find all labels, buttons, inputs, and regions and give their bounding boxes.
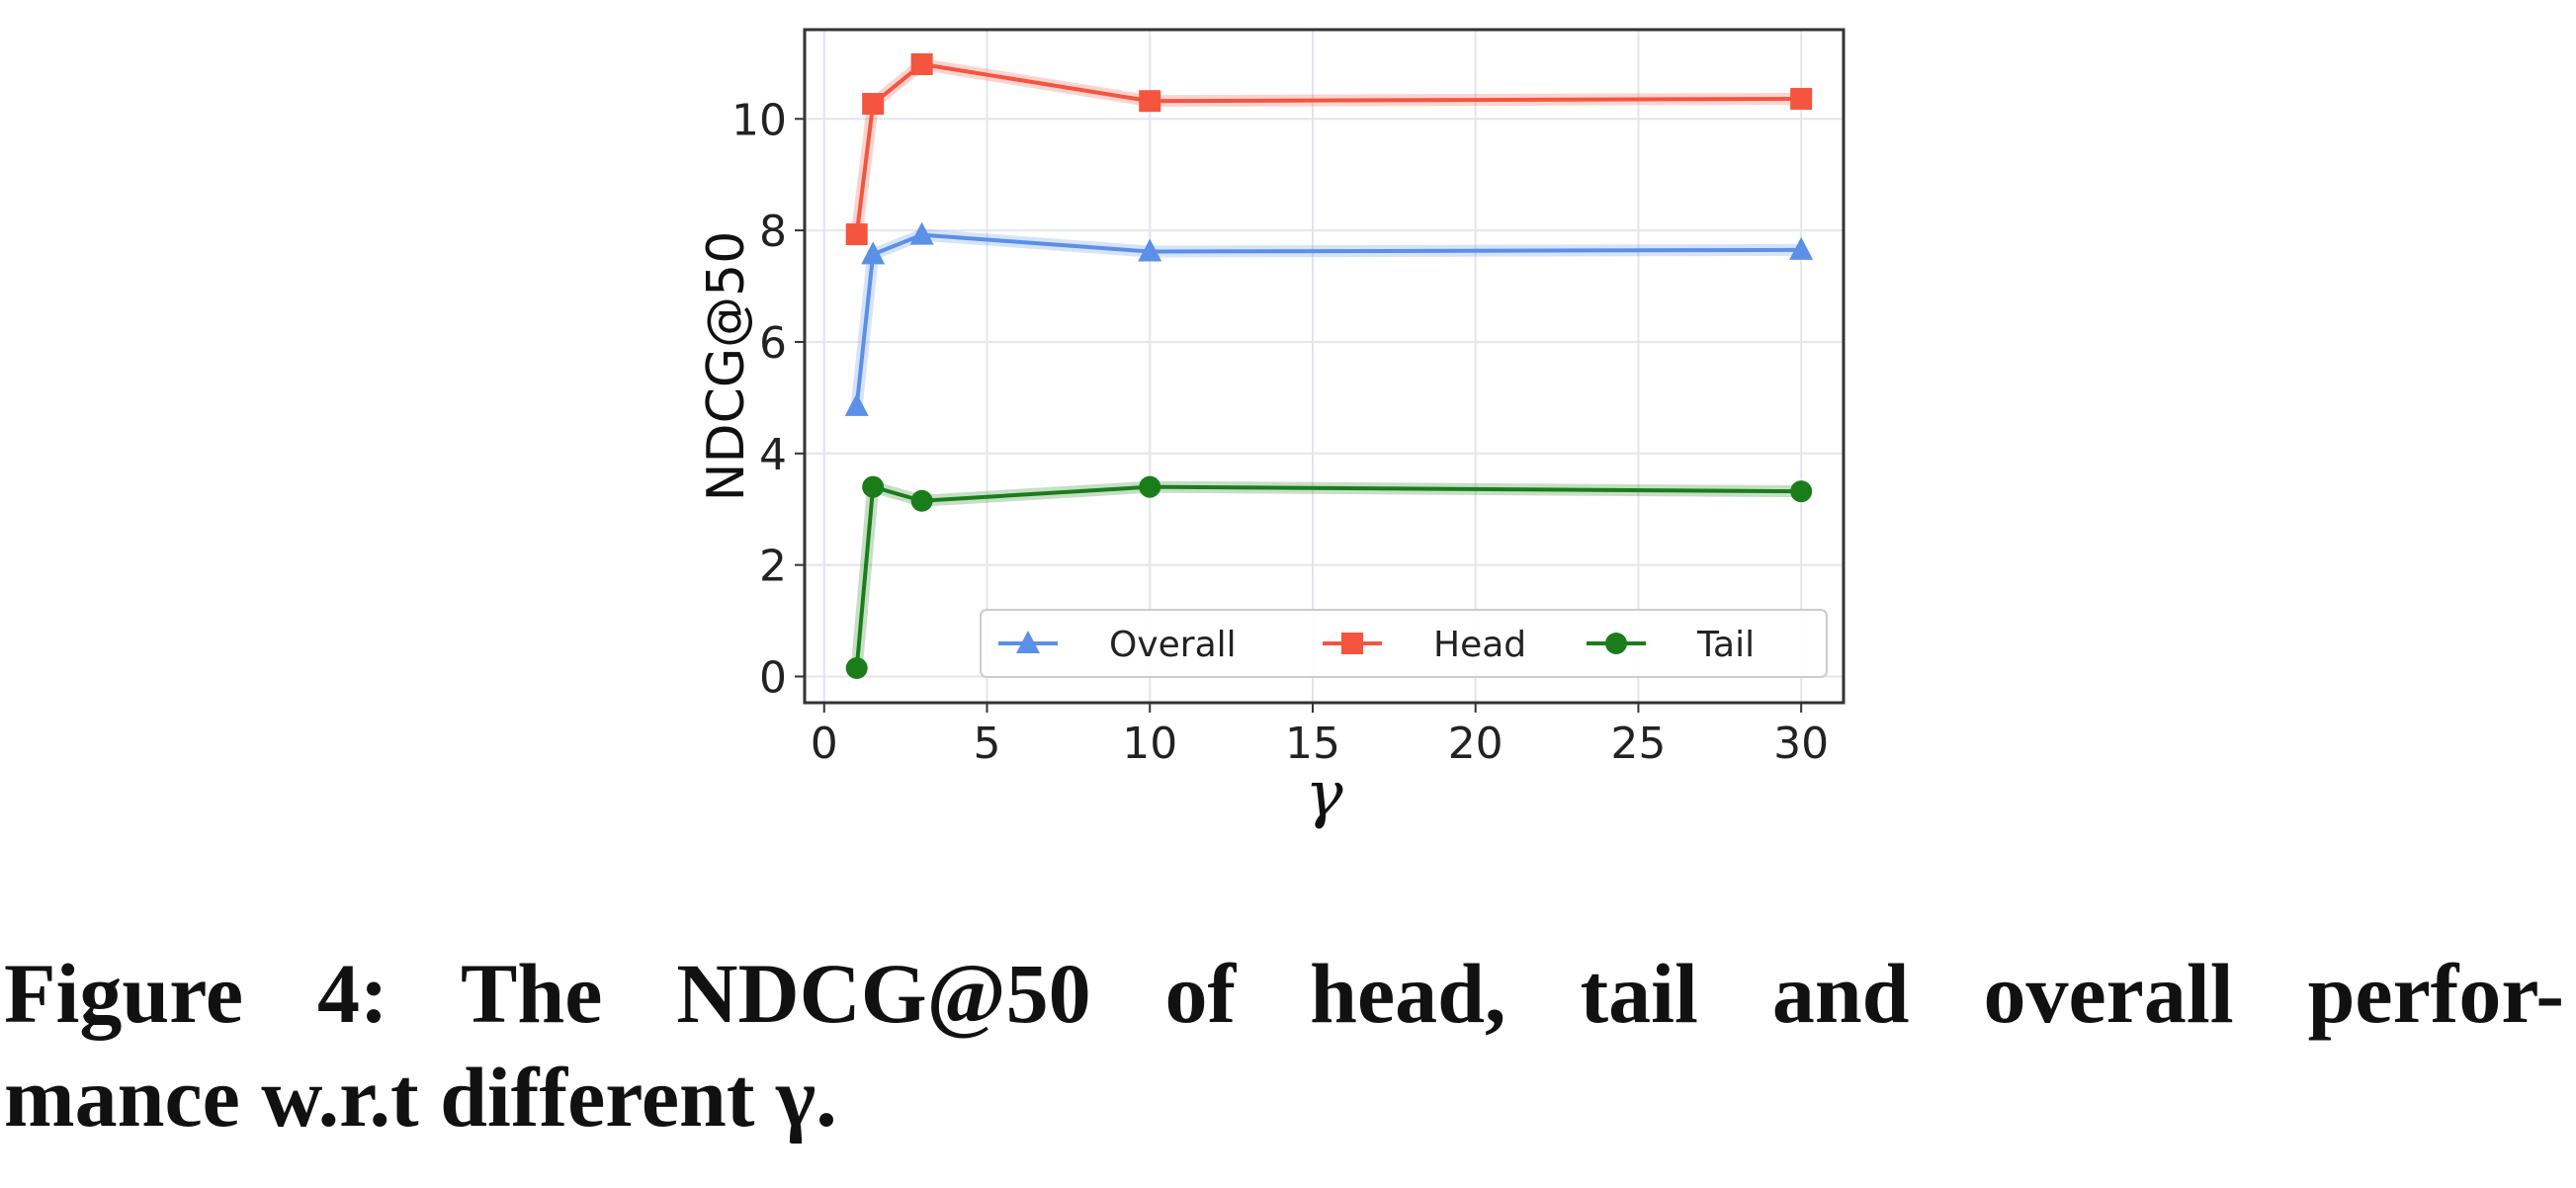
data-point	[861, 241, 886, 265]
data-point	[910, 489, 933, 512]
x-tick-label: 20	[1448, 719, 1503, 769]
legend-marker-overall	[1016, 631, 1040, 653]
legend-marker-head	[1341, 633, 1363, 654]
legend-label-tail: Tail	[1696, 625, 1755, 665]
data-point	[910, 52, 933, 75]
series-line	[854, 232, 1802, 407]
legend: Overall Head Tail	[980, 609, 1828, 678]
y-tick-label: 6	[759, 318, 787, 369]
series-head	[845, 52, 1813, 246]
y-tick-label: 0	[759, 652, 787, 703]
legend-label-head: Head	[1433, 625, 1526, 665]
data-point	[844, 392, 869, 416]
data-point	[845, 657, 868, 680]
data-point	[1139, 475, 1161, 498]
data-point	[909, 221, 934, 245]
data-point	[845, 223, 868, 246]
y-axis-label: NDCG@50	[697, 231, 756, 502]
legend-box	[980, 609, 1828, 678]
series-layer	[844, 52, 1814, 680]
y-tick-label: 4	[759, 430, 787, 480]
data-point	[1790, 87, 1813, 110]
series-band	[850, 57, 1802, 235]
data-point	[1790, 480, 1813, 503]
data-point	[1138, 238, 1162, 262]
figure-caption-line-2: mance w.r.t different γ.	[4, 1050, 837, 1145]
y-tick-label: 2	[759, 542, 787, 592]
data-point	[1789, 236, 1814, 260]
data-point	[1139, 90, 1161, 113]
x-tick-label: 30	[1773, 719, 1829, 769]
data-point	[862, 93, 885, 116]
series-overall	[844, 221, 1814, 416]
x-tick-label: 25	[1610, 719, 1666, 769]
x-tick-label: 15	[1285, 719, 1340, 769]
data-point	[862, 475, 885, 498]
figure-caption-line-1: Figure 4: The NDCG@50 of head, tail and …	[4, 946, 2564, 1041]
grid	[805, 30, 1844, 703]
x-tick-label: 0	[811, 719, 838, 769]
legend-label-overall: Overall	[1109, 625, 1237, 665]
legend-marker-tail	[1605, 633, 1627, 654]
series-band	[850, 228, 1802, 407]
series-tail	[845, 475, 1813, 680]
ticks: 0 5 10 15 20 25 30 0 2 4 6 8 10	[731, 95, 1829, 769]
y-tick-label: 8	[759, 207, 787, 257]
x-axis-label: γ	[1305, 758, 1343, 831]
plot-frame	[803, 28, 1846, 705]
series-line	[854, 61, 1802, 235]
x-tick-label: 10	[1122, 719, 1177, 769]
x-tick-label: 5	[974, 719, 1001, 769]
y-tick-label: 10	[731, 95, 787, 145]
